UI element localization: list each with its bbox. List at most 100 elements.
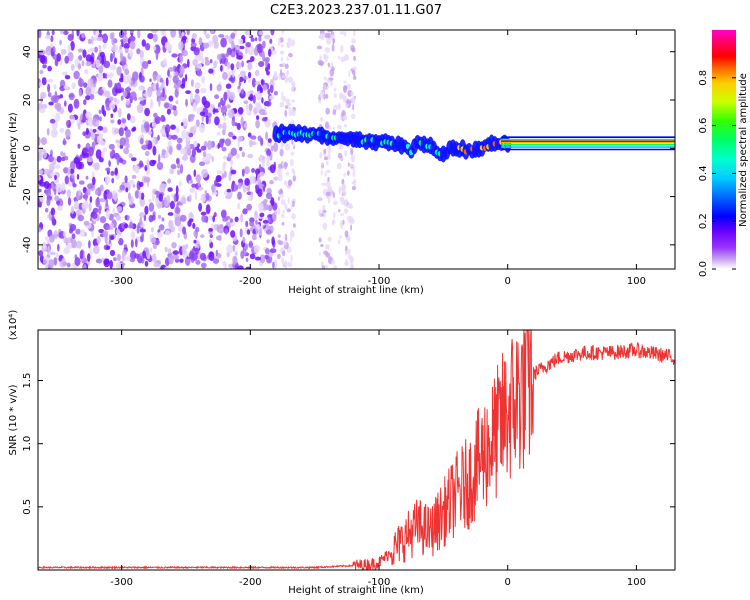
- bottom-y-ticks: 0.5 1.0 1.5: [22, 373, 675, 515]
- colorbar: 0.0 0.2 0.4 0.6 0.8 Normalized spectral ampl…: [698, 30, 749, 277]
- noise-speckle: [244, 123, 248, 129]
- noise-speckle: [229, 218, 233, 223]
- noise-speckle: [220, 209, 227, 219]
- noise-speckle: [236, 55, 243, 60]
- noise-speckle: [79, 229, 86, 237]
- noise-speckle: [245, 46, 248, 55]
- noise-speckle: [117, 232, 120, 242]
- noise-speckle: [208, 228, 214, 232]
- snr-frame: [37, 329, 676, 571]
- noise-speckle: [39, 193, 45, 203]
- noise-speckle: [158, 97, 161, 107]
- noise-speckle: [291, 80, 296, 88]
- noise-speckle: [41, 243, 48, 253]
- noise-speckle: [126, 113, 131, 121]
- noise-speckle: [179, 54, 184, 64]
- noise-speckle: [143, 214, 147, 222]
- noise-speckle: [180, 83, 186, 89]
- noise-speckle: [339, 31, 345, 35]
- noise-speckle: [106, 73, 110, 79]
- noise-speckle: [224, 138, 232, 147]
- noise-speckle: [124, 68, 130, 76]
- top-x-tick-label: -200: [239, 276, 262, 287]
- noise-speckle: [76, 30, 80, 37]
- noise-speckle: [327, 30, 331, 33]
- noise-speckle: [259, 171, 265, 177]
- noise-speckle: [282, 250, 286, 257]
- top-x-axis-label: Height of straight line (km): [288, 285, 424, 296]
- noise-speckle: [351, 186, 357, 191]
- noise-speckle: [233, 108, 237, 114]
- noise-speckle: [173, 108, 178, 117]
- colorbar-label: Normalized spectral amplitude: [738, 73, 749, 227]
- noise-speckle: [119, 184, 125, 191]
- noise-speckle: [177, 232, 180, 239]
- noise-speckle: [216, 53, 222, 61]
- noise-speckle: [191, 32, 197, 40]
- noise-speckle: [113, 257, 117, 262]
- noise-speckle: [157, 232, 163, 238]
- noise-speckle: [266, 239, 270, 244]
- noise-speckle: [105, 167, 111, 172]
- noise-speckle: [101, 150, 105, 158]
- noise-speckle: [116, 156, 120, 166]
- noise-speckle: [158, 153, 161, 163]
- noise-speckle: [289, 77, 293, 83]
- noise-speckle: [194, 94, 198, 99]
- noise-speckle: [252, 229, 256, 235]
- noise-speckle: [118, 238, 124, 246]
- noise-speckle: [153, 262, 160, 268]
- noise-speckle: [236, 184, 239, 191]
- noise-speckle: [98, 157, 104, 163]
- noise-speckle: [149, 247, 153, 253]
- noise-speckle: [178, 41, 184, 51]
- noise-speckle: [38, 176, 41, 181]
- noise-speckle: [220, 105, 228, 115]
- colorbar-tick-label: 0.6: [698, 118, 709, 134]
- noise-speckle: [152, 242, 157, 250]
- noise-speckle: [261, 117, 268, 122]
- noise-speckle: [176, 126, 180, 133]
- noise-speckle: [47, 155, 54, 163]
- noise-speckle: [230, 63, 235, 71]
- noise-speckle: [116, 228, 121, 235]
- noise-speckle: [195, 247, 199, 255]
- noise-speckle: [148, 202, 155, 212]
- noise-speckle: [41, 77, 47, 86]
- noise-speckle: [277, 234, 281, 238]
- noise-speckle: [341, 183, 346, 192]
- noise-speckle: [49, 251, 56, 256]
- noise-speckle: [212, 34, 219, 45]
- noise-speckle: [198, 202, 203, 212]
- noise-speckle: [180, 148, 187, 155]
- noise-speckle: [255, 119, 260, 129]
- top-x-tick-label: -300: [110, 276, 133, 287]
- noise-speckle: [102, 110, 107, 117]
- noise-speckle: [167, 187, 173, 192]
- noise-speckle: [126, 86, 131, 93]
- noise-speckle: [284, 233, 288, 242]
- bottom-y-tick-label: 1.5: [22, 373, 33, 389]
- noise-speckle: [205, 115, 209, 125]
- noise-speckle: [171, 242, 177, 249]
- noise-speckle: [87, 117, 94, 127]
- noise-speckle: [64, 100, 67, 107]
- noise-speckle: [50, 207, 56, 216]
- noise-speckle: [111, 44, 119, 53]
- noise-speckle: [142, 90, 146, 95]
- noise-speckle: [130, 231, 136, 240]
- noise-speckle: [245, 42, 251, 48]
- noise-speckle: [191, 148, 196, 158]
- noise-speckle: [173, 194, 177, 203]
- noise-speckle: [138, 181, 144, 187]
- noise-speckle: [212, 215, 215, 223]
- noise-speckle: [350, 224, 353, 231]
- noise-speckle: [195, 88, 200, 94]
- noise-speckle: [324, 47, 330, 54]
- noise-speckle: [319, 94, 324, 99]
- noise-speckle: [164, 266, 171, 269]
- noise-speckle: [331, 259, 335, 264]
- noise-speckle: [120, 123, 126, 129]
- noise-speckle: [124, 48, 129, 54]
- noise-speckle: [212, 258, 220, 264]
